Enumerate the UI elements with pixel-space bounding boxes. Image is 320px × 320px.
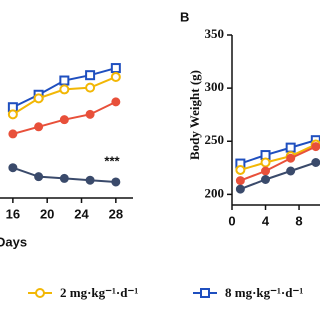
x-tick-label: 0 — [228, 213, 235, 228]
marker — [85, 70, 96, 81]
marker — [59, 173, 69, 183]
legend-label: 8 mg·kg⁻¹·d⁻¹ — [225, 285, 303, 300]
x-tick-label: 20 — [40, 206, 54, 221]
marker — [261, 166, 271, 176]
marker — [85, 109, 95, 119]
marker — [110, 63, 121, 74]
marker — [111, 97, 121, 107]
series-line — [240, 139, 317, 165]
y-tick-label: 250 — [205, 132, 225, 147]
x-tick-label: 24 — [74, 206, 89, 221]
y-axis-label: Body Weight (g) — [187, 70, 202, 160]
marker — [85, 175, 95, 185]
marker — [285, 142, 296, 153]
x-tick-label: 4 — [262, 213, 270, 228]
marker — [261, 175, 271, 184]
marker — [311, 142, 320, 152]
x-tick-label: 28 — [109, 206, 123, 221]
marker — [7, 109, 18, 120]
marker — [35, 288, 45, 298]
marker — [200, 288, 210, 298]
marker — [34, 122, 44, 132]
x-axis-label: Days — [0, 234, 27, 249]
y-tick-label: 200 — [205, 185, 225, 200]
marker — [235, 184, 245, 194]
marker — [59, 75, 70, 86]
marker — [235, 164, 246, 175]
marker — [8, 163, 18, 173]
marker — [59, 84, 70, 95]
marker — [33, 93, 44, 104]
marker — [111, 177, 121, 187]
marker — [34, 172, 44, 182]
panel-label: B — [180, 9, 189, 24]
significance-annotation: *** — [104, 153, 120, 168]
marker — [311, 158, 320, 167]
marker — [59, 115, 69, 125]
series-line — [240, 145, 317, 182]
legend-label: 2 mg·kg⁻¹·d⁻¹ — [60, 285, 138, 300]
y-tick-label: 350 — [205, 26, 225, 41]
x-tick-label: 16 — [6, 206, 20, 221]
series-line — [240, 161, 317, 190]
marker — [235, 176, 245, 186]
marker — [286, 153, 296, 163]
series-line — [240, 143, 317, 171]
marker — [260, 157, 271, 168]
y-tick-label: 300 — [205, 79, 225, 94]
marker — [286, 166, 296, 176]
marker — [110, 71, 121, 82]
x-tick-label: 8 — [295, 213, 302, 228]
marker — [8, 129, 18, 139]
marker — [85, 82, 96, 93]
